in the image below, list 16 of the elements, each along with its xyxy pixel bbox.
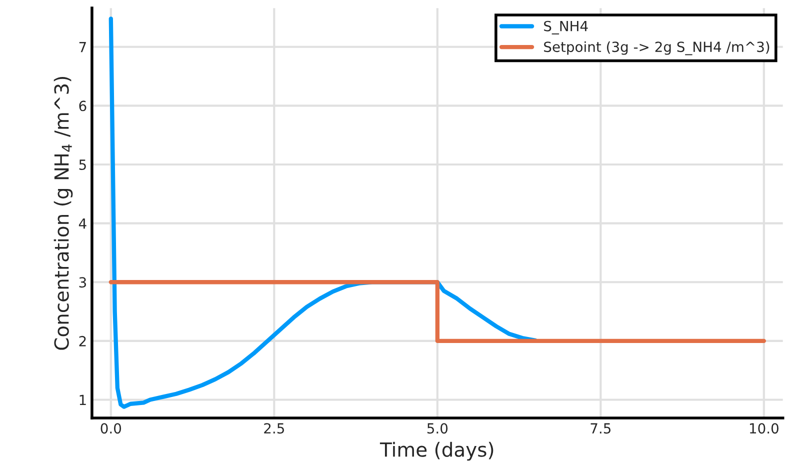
y-axis-title: Concentration (g NH$_{4}$ /m^3) [54, 76, 73, 350]
y-tick-label: 5 [79, 160, 86, 170]
x-tick-label: 7.5 [590, 423, 610, 434]
y-tick-label: 4 [78, 218, 86, 229]
x-tick-label: 10.0 [750, 423, 778, 434]
x-axis-title: Time (days) [380, 442, 494, 461]
y-tick-label: 3 [79, 277, 86, 288]
y-tick-label: 1 [80, 394, 86, 406]
x-tick-label: 5.0 [427, 423, 448, 434]
y-tick-label: 6 [79, 100, 86, 112]
x-tick-label: 0.0 [100, 423, 122, 434]
y-tick-label: 7 [79, 42, 86, 52]
x-tick-label: 2.5 [264, 423, 284, 434]
legend-label: S_NH4 [544, 20, 588, 34]
y-tick-label: 2 [79, 336, 86, 346]
legend-label: Setpoint (3g -> 2g S_NH4 /m^3) [544, 41, 770, 56]
